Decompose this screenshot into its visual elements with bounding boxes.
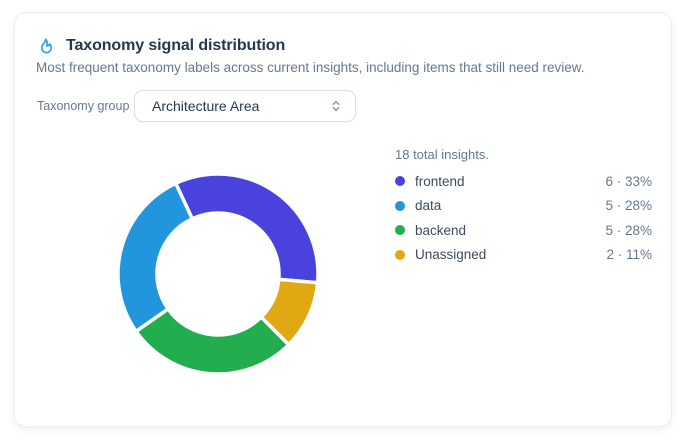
donut-segment-data[interactable] bbox=[116, 181, 194, 334]
select-updown-chevron-icon bbox=[328, 98, 344, 114]
legend-rows: frontend 6 · 33% data 5 · 28% backend 5 · 28%… bbox=[395, 169, 652, 267]
legend-item-backend: backend 5 · 28% bbox=[395, 218, 652, 243]
chart-legend: 18 total insights. frontend 6 · 33% data 5 … bbox=[395, 147, 652, 267]
legend-label: data bbox=[415, 198, 442, 214]
legend-value: 5 · 28% bbox=[605, 222, 652, 238]
legend-label: frontend bbox=[415, 173, 465, 189]
legend-label: Unassigned bbox=[415, 247, 487, 263]
taxonomy-group-select[interactable]: Architecture Area bbox=[134, 90, 356, 122]
legend-dot-icon bbox=[395, 200, 405, 211]
legend-value: 2 · 11% bbox=[606, 247, 652, 263]
legend-item-Unassigned: Unassigned 2 · 11% bbox=[395, 243, 652, 268]
page-title: Taxonomy signal distribution bbox=[66, 36, 286, 54]
legend-dot-icon bbox=[395, 249, 405, 260]
legend-dot-icon bbox=[395, 225, 405, 236]
total-insights-text: 18 total insights. bbox=[395, 147, 489, 162]
flame-icon bbox=[37, 36, 56, 55]
donut-chart bbox=[116, 172, 320, 376]
legend-label: backend bbox=[415, 222, 467, 238]
taxonomy-signal-card: Taxonomy signal distribution Most freque… bbox=[14, 12, 672, 427]
taxonomy-group-selected-value: Architecture Area bbox=[152, 98, 260, 114]
legend-value: 5 · 28% bbox=[605, 198, 652, 214]
card-header: Taxonomy signal distribution bbox=[37, 36, 285, 55]
legend-item-data: data 5 · 28% bbox=[395, 194, 652, 219]
legend-value: 6 · 33% bbox=[605, 173, 652, 189]
legend-dot-icon bbox=[395, 176, 405, 187]
donut-segment-frontend[interactable] bbox=[173, 172, 320, 285]
card-subtitle: Most frequent taxonomy labels across cur… bbox=[36, 60, 585, 75]
taxonomy-group-label: Taxonomy group bbox=[37, 99, 130, 113]
legend-item-frontend: frontend 6 · 33% bbox=[395, 169, 652, 194]
